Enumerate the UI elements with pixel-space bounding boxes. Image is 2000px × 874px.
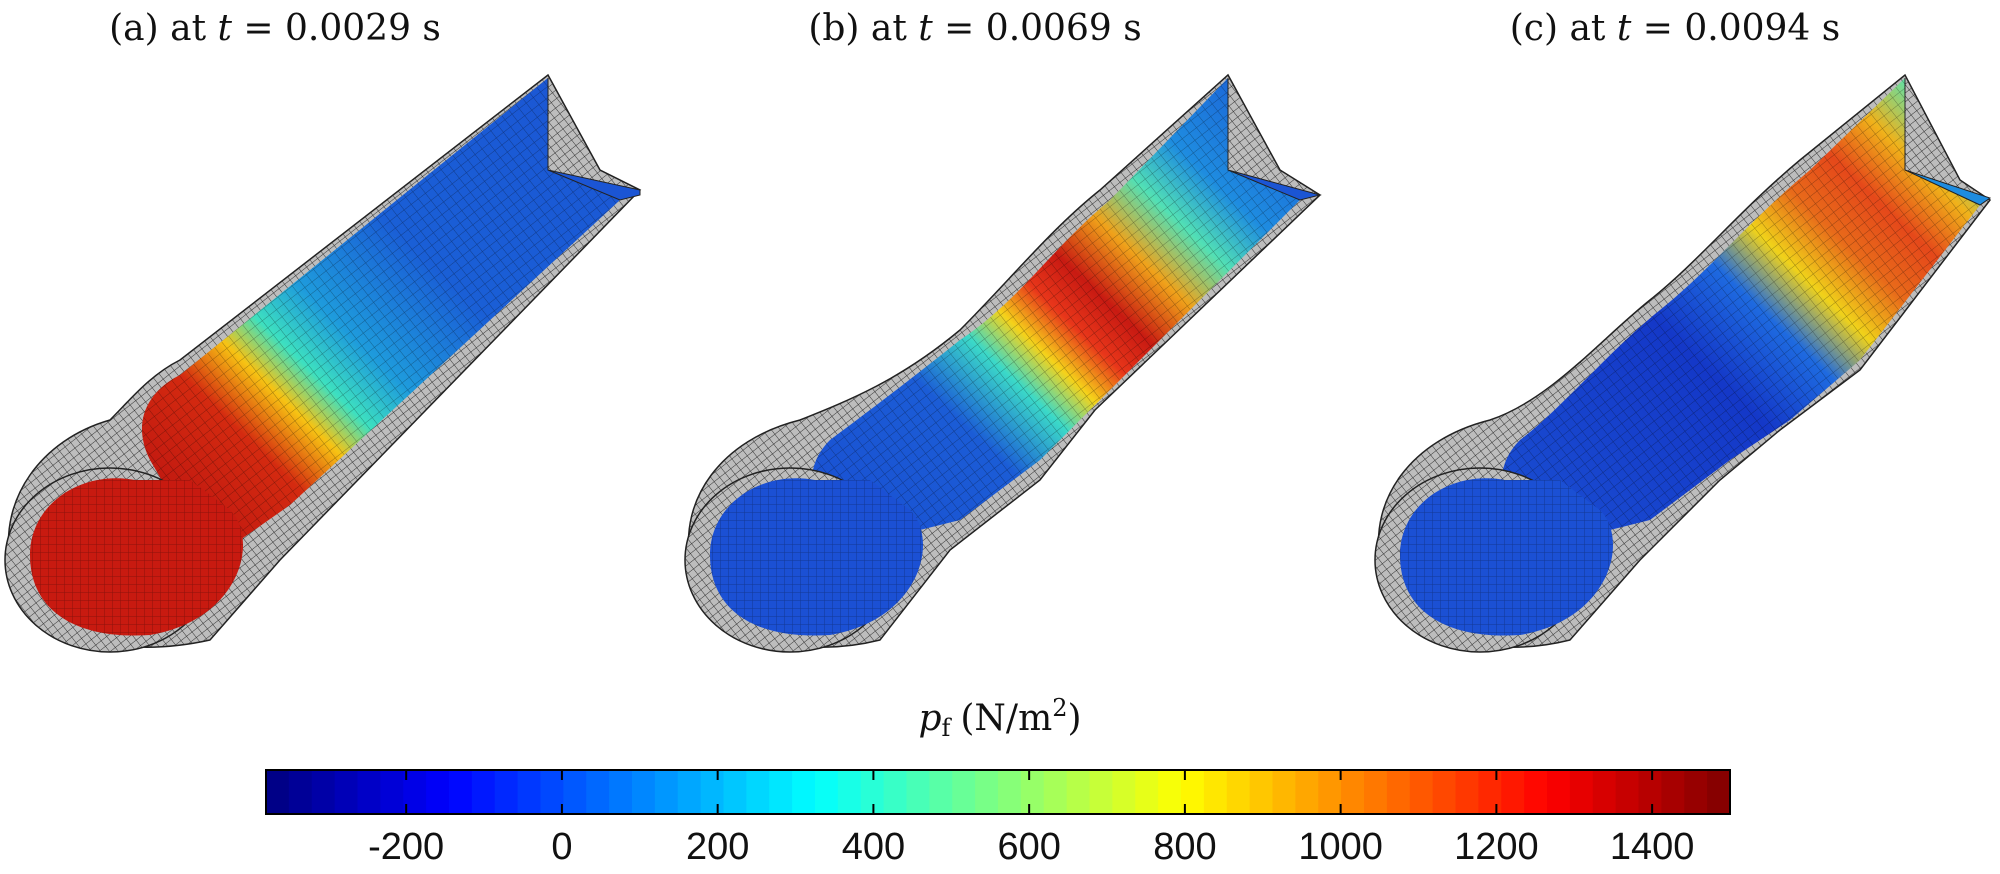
colorbar-step — [677, 770, 702, 814]
panel-b-tube — [684, 73, 1322, 653]
colorbar-title: pf (N/m2) — [918, 694, 1081, 742]
colorbar-step — [471, 770, 496, 814]
colorbar-step — [1547, 770, 1571, 814]
colorbar-tick-label: 400 — [842, 826, 905, 868]
colorbar-step — [563, 770, 587, 814]
colorbar-step — [700, 770, 725, 814]
colorbar-step — [288, 770, 313, 814]
colorbar-step — [998, 770, 1022, 814]
colorbar-step — [540, 770, 564, 814]
colorbar-step — [403, 770, 427, 814]
colorbar-step — [1158, 770, 1182, 814]
colorbar-step — [517, 770, 542, 814]
colorbar-step — [1181, 770, 1205, 814]
colorbar-step — [609, 770, 633, 814]
colorbar-step — [1135, 770, 1159, 814]
colorbar-step — [837, 770, 862, 814]
colorbar-tick-label: 0 — [551, 826, 572, 868]
colorbar-tick-label: 200 — [686, 826, 749, 868]
colorbar-step — [1203, 770, 1228, 814]
colorbar-step — [1295, 770, 1319, 814]
colorbar-step — [1386, 770, 1411, 814]
colorbar-step — [1501, 770, 1525, 814]
colorbar-tick-label: 600 — [997, 826, 1060, 868]
colorbar-step — [723, 770, 747, 814]
colorbar-step — [449, 770, 473, 814]
colorbar-step — [1432, 770, 1457, 814]
colorbar-step — [1684, 770, 1708, 814]
colorbar-step — [1043, 770, 1068, 814]
colorbar-step — [494, 770, 519, 814]
colorbar-step — [1661, 770, 1685, 814]
colorbar-step — [1272, 770, 1296, 814]
colorbar-step — [975, 770, 999, 814]
colorbar-step — [632, 770, 656, 814]
colorbar-step — [334, 770, 359, 814]
colorbar-tick-label: 800 — [1153, 826, 1216, 868]
colorbar-step — [1409, 770, 1434, 814]
colorbar-step — [1066, 770, 1091, 814]
panel-c-title: (c) at t = 0.0094 s — [1510, 8, 1840, 49]
colorbar-step — [746, 770, 770, 814]
colorbar-step — [792, 770, 816, 814]
colorbar-step — [1226, 770, 1251, 814]
colorbar-step — [952, 770, 976, 814]
colorbar-step — [860, 770, 885, 814]
colorbar-step — [1615, 770, 1640, 814]
colorbar-frame — [265, 769, 1731, 815]
colorbar-step — [380, 770, 404, 814]
colorbar-step — [426, 770, 450, 814]
panel-c-tube — [1374, 73, 1992, 653]
colorbar-tick-label: 1200 — [1454, 826, 1539, 868]
colorbar-step — [929, 770, 953, 814]
colorbar-step — [357, 770, 381, 814]
colorbar-step — [586, 770, 610, 814]
colorbar-step — [654, 770, 679, 814]
colorbar-step — [815, 770, 839, 814]
colorbar-step — [311, 770, 336, 814]
colorbar-gradient — [266, 770, 1731, 814]
colorbar-step — [1569, 770, 1594, 814]
colorbar-tick-label: 1400 — [1610, 826, 1695, 868]
panel-b-title: (b) at t = 0.0069 s — [808, 8, 1141, 49]
colorbar-step — [266, 770, 290, 814]
colorbar-step — [1592, 770, 1617, 814]
colorbar-step — [1638, 770, 1662, 814]
colorbar-step — [1112, 770, 1136, 814]
colorbar-step — [883, 770, 908, 814]
colorbar-step — [1020, 770, 1045, 814]
colorbar-step — [1249, 770, 1274, 814]
colorbar-step — [1707, 770, 1731, 814]
colorbar-step — [1089, 770, 1113, 814]
colorbar-step — [1341, 770, 1365, 814]
colorbar-step — [1455, 770, 1479, 814]
colorbar-tick-label: -200 — [368, 826, 444, 868]
colorbar-step — [1478, 770, 1502, 814]
colorbar-step — [769, 770, 793, 814]
colorbar-step — [906, 770, 930, 814]
colorbar-ticks: -200 0 200 400 600 800 1000 1200 1400 — [368, 770, 1694, 868]
colorbar-step — [1364, 770, 1388, 814]
panel-a-tube — [4, 73, 642, 653]
colorbar-step — [1524, 770, 1548, 814]
colorbar-tick-label: 1000 — [1298, 826, 1383, 868]
panel-a-title: (a) at t = 0.0029 s — [109, 8, 441, 49]
colorbar-step — [1318, 770, 1342, 814]
